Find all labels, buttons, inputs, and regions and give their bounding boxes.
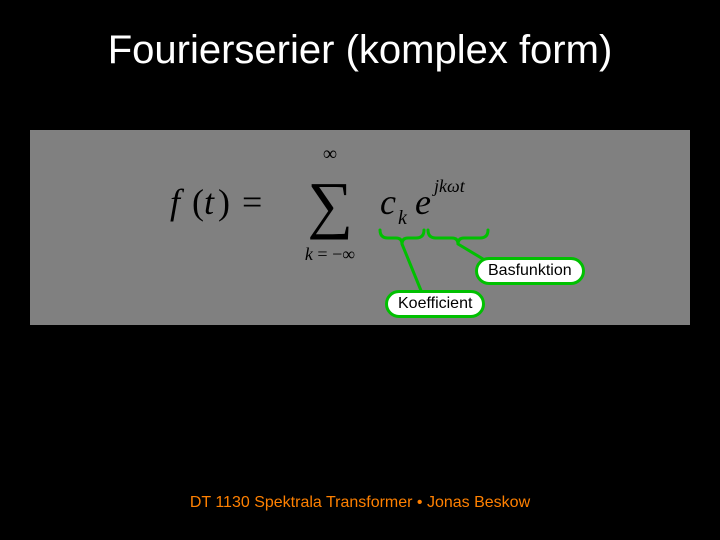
slide: Fourierserier (komplex form) f ( t ) = ∞… — [0, 0, 720, 540]
callout-basfunktion: Basfunktion — [475, 257, 585, 285]
svg-text:(: ( — [192, 182, 204, 222]
formula-lhs: f — [170, 182, 185, 222]
svg-text:=: = — [242, 182, 262, 222]
svg-text:k = −∞: k = −∞ — [305, 244, 355, 264]
svg-text:k: k — [398, 207, 408, 229]
slide-title: Fourierserier (komplex form) — [0, 28, 720, 73]
svg-text:f: f — [170, 182, 185, 222]
callout-koefficient-label: Koefficient — [398, 295, 472, 312]
svg-text:e: e — [415, 182, 431, 222]
callout-basfunktion-label: Basfunktion — [488, 262, 572, 279]
svg-text:t: t — [204, 182, 215, 222]
slide-footer: DT 1130 Spektrala Transformer • Jonas Be… — [0, 494, 720, 512]
svg-text:jkωt: jkωt — [432, 176, 466, 196]
formula: f ( t ) = ∞ ∑ k = −∞ c k e jkωt — [170, 142, 490, 272]
svg-text:∑: ∑ — [307, 169, 353, 240]
formula-panel: f ( t ) = ∞ ∑ k = −∞ c k e jkωt — [30, 130, 690, 325]
svg-text:c: c — [380, 182, 396, 222]
svg-text:): ) — [218, 182, 230, 222]
callout-koefficient: Koefficient — [385, 290, 485, 318]
svg-text:∞: ∞ — [323, 143, 337, 165]
